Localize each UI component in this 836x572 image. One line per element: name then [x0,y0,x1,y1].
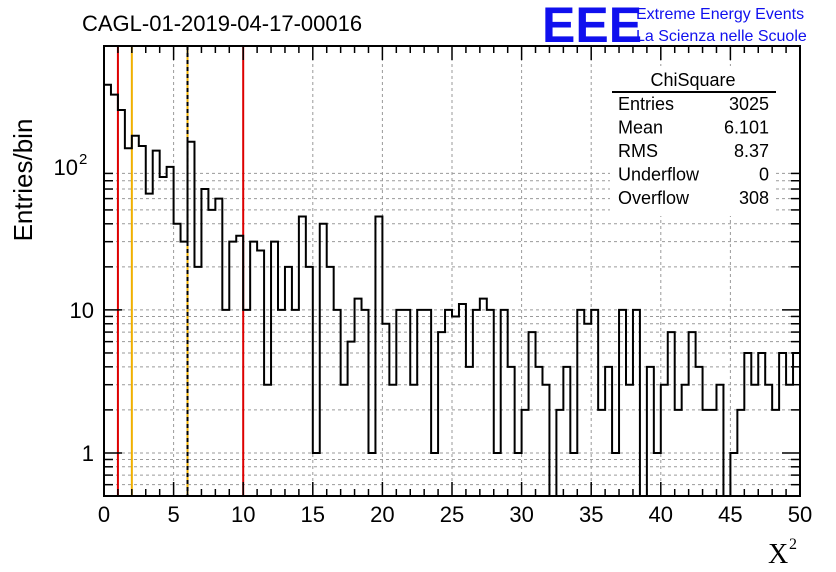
x-tick-labels: 0 5 10 15 20 25 30 35 40 45 50 [98,502,812,527]
marker-lines [116,46,245,496]
stats-label: Underflow [618,165,700,185]
stats-value: 8.37 [734,141,769,161]
axis-ticks [103,46,801,496]
chart-title: CAGL-01-2019-04-17-00016 [82,11,362,36]
stats-value: 0 [759,165,769,185]
stats-row-underflow: Underflow 0 [618,165,769,185]
y-axis-label: Entries/bin [8,119,38,242]
x-tick-label-30: 30 [509,502,533,527]
stats-row-entries: Entries 3025 [618,94,769,114]
stats-label: Mean [618,118,663,138]
eee-logo: EEE Extreme Energy Events La Scienza nel… [542,0,807,53]
x-tick-label-25: 25 [440,502,464,527]
y-tick-label-100: 10 2 [54,151,88,180]
y-tick-label-1: 1 [82,441,94,466]
stats-row-overflow: Overflow 308 [618,188,769,208]
stats-label: Overflow [618,188,690,208]
x-tick-label-15: 15 [301,502,325,527]
x-tick-label-10: 10 [231,502,255,527]
logo-line-1: Extreme Energy Events [636,6,804,23]
stats-row-rms: RMS 8.37 [618,141,769,161]
stats-value: 3025 [729,94,769,114]
x-axis-label-superscript: 2 [789,536,797,553]
x-tick-label-45: 45 [718,502,742,527]
x-tick-label-5: 5 [167,502,179,527]
x-tick-label-0: 0 [98,502,110,527]
histogram-series [103,83,801,497]
svg-text:2: 2 [79,151,87,168]
logo-mark: EEE [542,0,642,53]
stats-box: ChiSquare Entries 3025 Mean 6.101 RMS 8.37 Und… [610,66,776,216]
stats-row-mean: Mean 6.101 [618,118,769,138]
svg-text:10: 10 [54,155,78,180]
x-tick-label-40: 40 [649,502,673,527]
x-tick-label-20: 20 [370,502,394,527]
x-tick-label-50: 50 [788,502,812,527]
logo-line-2: La Scienza nelle Scuole [636,28,807,45]
stats-header: ChiSquare [650,70,735,90]
stats-label: Entries [618,94,674,114]
stats-value: 308 [739,188,769,208]
x-axis-label: X [768,539,788,570]
x-tick-label-35: 35 [579,502,603,527]
y-tick-label-10: 10 [70,298,94,323]
stats-value: 6.101 [724,118,769,138]
stats-label: RMS [618,141,658,161]
